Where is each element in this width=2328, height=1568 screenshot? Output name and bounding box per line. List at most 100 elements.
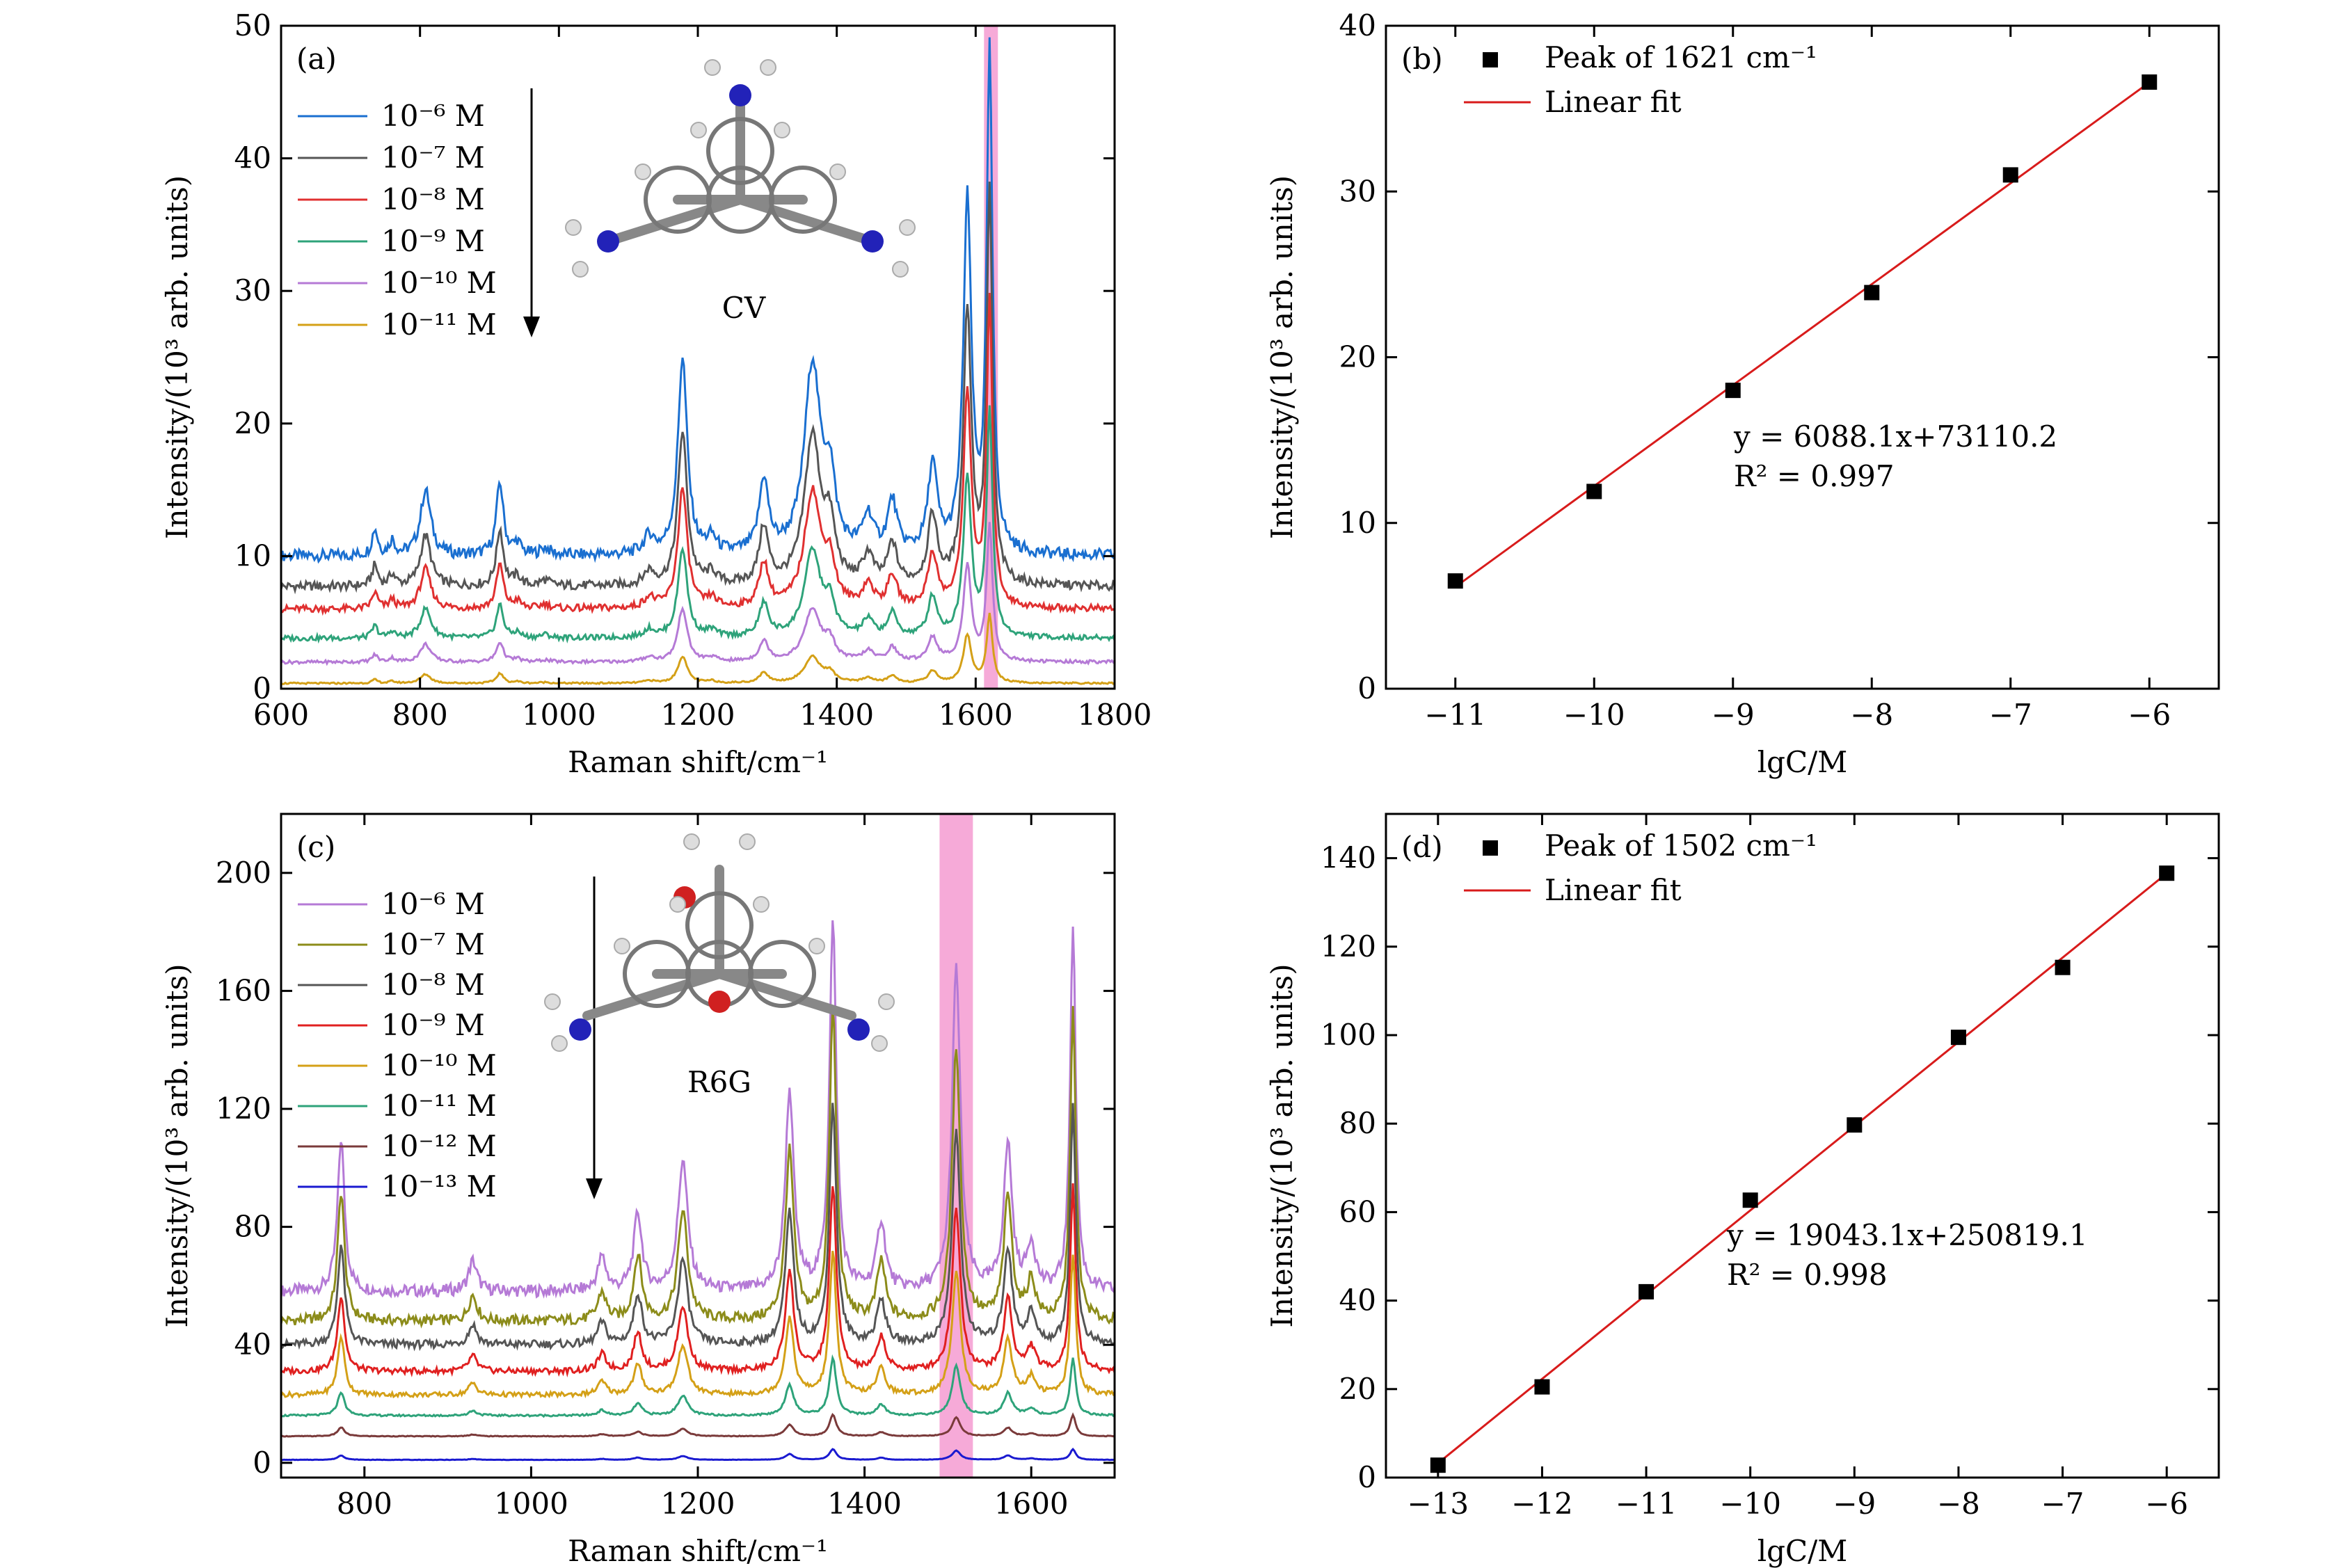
x-tick-label: −11 [1424, 698, 1486, 732]
hydrogen-9 [829, 163, 846, 180]
series-line-5 [281, 1354, 1115, 1418]
y-tick-label: 60 [1339, 1194, 1376, 1229]
y-tick-label: 140 [1321, 841, 1376, 875]
y-axis-label: Intensity/(10³ arb. units) [1265, 963, 1299, 1327]
series-line-2 [281, 1103, 1115, 1352]
y-tick-label: 0 [253, 1446, 271, 1480]
hydrogen-4 [899, 219, 916, 236]
hydrogen-9 [808, 938, 825, 954]
fit-equation: y = 19043.1x+250819.1 [1726, 1218, 2088, 1252]
series-line-0 [281, 920, 1115, 1299]
legend-label-3: 10⁻⁹ M [381, 224, 485, 258]
plot-area [1430, 865, 2175, 1473]
x-tick-label: 1400 [827, 1487, 902, 1521]
hydrogen-6 [690, 122, 707, 138]
fit-equation: y = 6088.1x+73110.2 [1733, 419, 2057, 454]
y-tick-label: 120 [1321, 929, 1376, 963]
x-tick-label: −8 [1850, 698, 1893, 732]
bond-1 [603, 195, 745, 246]
atom-3 [847, 1018, 870, 1041]
legend-label-points: Peak of 1502 cm⁻¹ [1545, 829, 1817, 863]
atom-0 [708, 991, 731, 1013]
plot-frame [1385, 24, 2220, 690]
y-tick-label: 0 [1357, 1460, 1376, 1494]
hydrogen-4 [878, 993, 895, 1010]
panel-tag: (a) [296, 42, 337, 76]
data-point-4 [2002, 167, 2018, 183]
series-line-1 [281, 182, 1115, 595]
hydrogen-7 [753, 896, 770, 913]
y-tick-label: 30 [234, 273, 271, 307]
data-point-5 [2142, 74, 2158, 90]
data-point-1 [1586, 483, 1602, 499]
ring-3 [706, 166, 774, 234]
atom-2 [569, 1018, 591, 1041]
molecule-label: R6G [687, 1065, 751, 1099]
hydrogen-8 [635, 163, 651, 180]
legend-label-1: 10⁻⁷ M [381, 927, 485, 961]
x-tick-label: −6 [2128, 698, 2171, 732]
data-point-6 [2055, 959, 2071, 975]
x-tick-label: −6 [2145, 1487, 2188, 1521]
hydrogen-5 [892, 261, 909, 278]
x-tick-label: 600 [253, 698, 309, 732]
legend-label-3: 10⁻⁹ M [381, 1008, 485, 1042]
fit-r2: R² = 0.998 [1727, 1258, 1888, 1292]
data-point-1 [1534, 1379, 1550, 1395]
panel-0: 600 800 1000 1200 1400 1600 1800 0 10 20 30 40 50 Ram… [160, 8, 1151, 779]
x-tick-label: 1400 [799, 698, 874, 732]
x-tick-label: 1200 [661, 698, 735, 732]
y-tick-label: 40 [234, 1327, 271, 1361]
atom-0 [729, 84, 751, 106]
x-tick-label: −10 [1719, 1487, 1781, 1521]
legend-label-fit: Linear fit [1545, 85, 1682, 119]
legend-label-4: 10⁻¹⁰ M [381, 1048, 497, 1082]
plot-area [281, 37, 1115, 686]
x-tick-label: −11 [1616, 1487, 1677, 1521]
hydrogen-7 [774, 122, 790, 138]
arrow-head [523, 317, 540, 337]
data-point-3 [1742, 1192, 1758, 1208]
hydrogen-6 [669, 896, 686, 913]
y-tick-label: 10 [234, 538, 271, 573]
x-tick-label: −8 [1937, 1487, 1980, 1521]
legend-label-5: 10⁻¹¹ M [381, 307, 497, 342]
x-tick-label: −12 [1511, 1487, 1573, 1521]
legend-label-4: 10⁻¹⁰ M [381, 266, 497, 300]
series-line-2 [281, 293, 1115, 616]
legend-label-2: 10⁻⁸ M [381, 182, 485, 216]
y-tick-label: 10 [1339, 506, 1376, 540]
data-point-5 [1950, 1030, 1966, 1046]
y-tick-label: 0 [1357, 671, 1376, 705]
data-point-0 [1447, 573, 1463, 589]
fit-line [1454, 81, 2151, 588]
series-line-7 [281, 1447, 1115, 1462]
molecule-structure [544, 833, 895, 1052]
series-line-0 [281, 37, 1115, 564]
data-point-4 [1847, 1117, 1863, 1133]
data-point-0 [1430, 1457, 1446, 1473]
hydrogen-2 [565, 219, 582, 236]
y-axis-label: Intensity/(10³ arb. units) [1265, 175, 1299, 539]
y-tick-label: 40 [1339, 1283, 1376, 1318]
series-line-4 [281, 1250, 1115, 1400]
x-tick-label: −13 [1407, 1487, 1469, 1521]
atom-2 [861, 230, 884, 253]
hydrogen-5 [871, 1035, 888, 1052]
hydrogen-1 [739, 833, 756, 850]
x-axis-label: Raman shift/cm⁻¹ [568, 1534, 828, 1568]
ring-0 [685, 891, 754, 959]
legend-label-0: 10⁻⁶ M [381, 887, 485, 921]
y-axis-label: Intensity/(10³ arb. units) [160, 963, 194, 1327]
y-tick-label: 20 [1339, 1372, 1376, 1406]
x-tick-label: −10 [1563, 698, 1625, 732]
atom-1 [597, 230, 619, 253]
bond-2 [715, 969, 856, 1021]
y-tick-label: 50 [234, 8, 271, 42]
series-line-6 [281, 1412, 1115, 1438]
legend-label-7: 10⁻¹³ M [381, 1169, 497, 1203]
x-tick-label: −9 [1833, 1487, 1876, 1521]
panel-3: −13 −12 −11 −10 −9 −8 −7 −6 0 20 40 60 80 100 120 140 lg… [1265, 813, 2220, 1568]
ring-0 [706, 117, 774, 185]
